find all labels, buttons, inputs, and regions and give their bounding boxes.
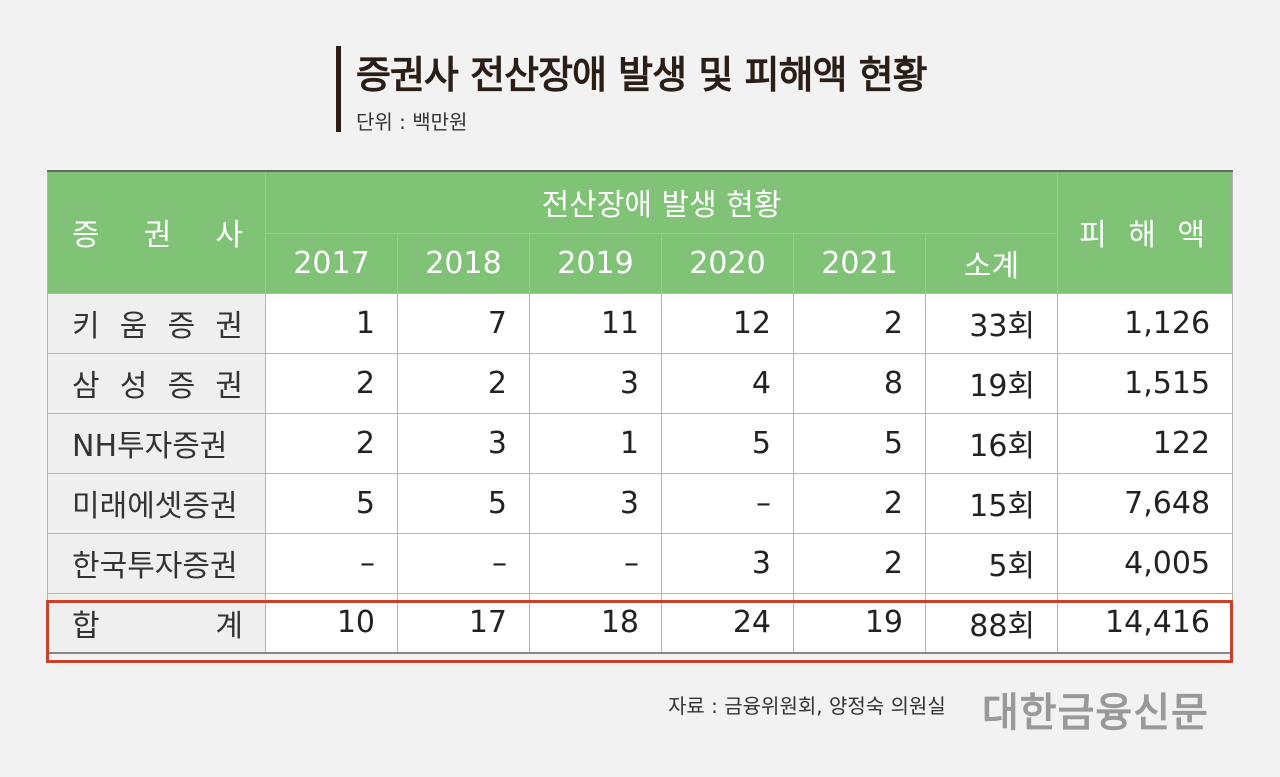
subtotal-cell: 88회 — [924, 592, 1059, 654]
header-damage: 피 해 액 — [1057, 170, 1234, 294]
table-row: NH투자증권 2 3 1 5 5 16회 122 — [47, 412, 1234, 474]
year-count-cell: 17 — [397, 592, 530, 654]
header-subtotal: 소계 — [924, 232, 1059, 294]
incident-table: 증 권 사 전산장애 발생 현황 피 해 액 2017 2018 2019 20… — [47, 170, 1234, 654]
subtotal-cell: 16회 — [924, 412, 1059, 474]
year-count-cell: 2 — [793, 472, 926, 534]
year-count-cell: 5 — [793, 412, 926, 474]
table-row: 삼 성 증 권 2 2 3 4 8 19회 1,515 — [47, 352, 1234, 414]
company-name: 키 움 증 권 — [47, 292, 266, 354]
brand-logo: 대한금융신문 — [982, 690, 1209, 736]
header-year: 2017 — [265, 232, 398, 294]
table-row: 키 움 증 권 1 7 11 12 2 33회 1,126 — [47, 292, 1234, 354]
table-row: 미래에셋증권 5 5 3–2 15회 7,648 — [47, 472, 1234, 534]
company-name: 합 계 — [47, 592, 266, 654]
damage-cell: 1,126 — [1057, 292, 1234, 354]
subtotal-cell: 15회 — [924, 472, 1059, 534]
damage-cell: 1,515 — [1057, 352, 1234, 414]
subtotal-cell: 19회 — [924, 352, 1059, 414]
year-count-cell: 2 — [265, 412, 398, 474]
year-count-cell: 3 — [397, 412, 530, 474]
year-count-cell: 2 — [265, 352, 398, 414]
damage-cell: 122 — [1057, 412, 1234, 474]
header-year: 2021 — [793, 232, 926, 294]
year-count-cell: 7 — [397, 292, 530, 354]
year-count-cell: 1 — [265, 292, 398, 354]
year-count-cell: 5 — [397, 472, 530, 534]
unit-label: 단위 : 백만원 — [356, 110, 468, 134]
year-count-cell: 1 — [529, 412, 662, 474]
header-company: 증 권 사 — [47, 170, 266, 294]
company-name: 삼 성 증 권 — [47, 352, 266, 414]
year-count-cell: 5 — [661, 412, 794, 474]
year-count-cell: – — [397, 532, 530, 594]
page-title: 증권사 전산장애 발생 및 피해액 현황 — [356, 53, 928, 97]
year-count-cell: 11 — [529, 292, 662, 354]
header-year: 2020 — [661, 232, 794, 294]
company-name: 미래에셋증권 — [47, 472, 266, 534]
company-name: NH투자증권 — [47, 412, 266, 474]
year-count-cell: – — [265, 532, 398, 594]
source-note: 자료 : 금융위원회, 양정숙 의원실 — [668, 694, 946, 718]
subtotal-cell: 33회 — [924, 292, 1059, 354]
subtotal-cell: 5회 — [924, 532, 1059, 594]
damage-cell: 7,648 — [1057, 472, 1234, 534]
year-count-cell: 3 — [661, 532, 794, 594]
year-count-cell: 8 — [793, 352, 926, 414]
company-name: 한국투자증권 — [47, 532, 266, 594]
damage-cell: 4,005 — [1057, 532, 1234, 594]
year-count-cell: 5 — [265, 472, 398, 534]
year-count-cell: 12 — [661, 292, 794, 354]
header-year: 2019 — [529, 232, 662, 294]
title-accent-bar — [336, 46, 341, 132]
year-count-cell: 19 — [793, 592, 926, 654]
year-count-cell: 18 — [529, 592, 662, 654]
total-row: 합 계 10 17 18 24 19 88회 14,416 — [47, 592, 1234, 654]
damage-cell: 14,416 — [1057, 592, 1234, 654]
year-count-cell: 3 — [529, 352, 662, 414]
year-count-cell: 2 — [793, 292, 926, 354]
year-count-cell: 24 — [661, 592, 794, 654]
year-count-cell: 3 — [529, 472, 662, 534]
year-count-cell: – — [529, 532, 662, 594]
year-count-cell: – — [661, 472, 794, 534]
header-year: 2018 — [397, 232, 530, 294]
year-count-cell: 4 — [661, 352, 794, 414]
year-count-cell: 2 — [397, 352, 530, 414]
table-row: 한국투자증권 – – –3 2 5회 4,005 — [47, 532, 1234, 594]
header-incident-group: 전산장애 발생 현황 — [264, 170, 1059, 234]
year-count-cell: 2 — [793, 532, 926, 594]
year-count-cell: 10 — [265, 592, 398, 654]
